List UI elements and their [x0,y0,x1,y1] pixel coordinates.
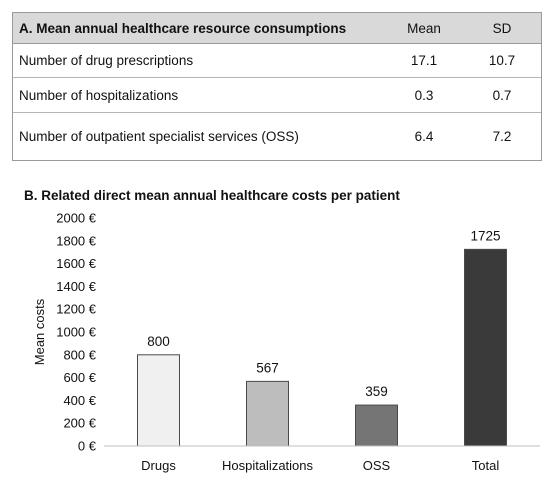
bar-drugs [137,354,180,447]
x-tick-label: Hospitalizations [222,458,314,473]
y-tick-label: 800 € [63,347,96,362]
row-label: Number of outpatient specialist services… [19,129,299,144]
row-sd: 0.7 [463,77,541,113]
bar-hospitalizations [246,380,289,447]
table-header-row: A. Mean annual healthcare resource consu… [13,13,541,44]
x-tick-label: Drugs [141,458,176,473]
y-tick-label: 1600 € [56,256,97,271]
table-row: Number of hospitalizations 0.3 0.7 [13,77,541,113]
row-mean: 17.1 [385,43,463,78]
data-label: 1725 [470,228,500,243]
chart-title: B. Related direct mean annual healthcare… [24,188,400,203]
row-sd: 7.2 [492,129,512,144]
y-axis-label: Mean costs [32,298,47,365]
x-tick-label: Total [472,458,500,473]
data-label: 359 [365,384,388,399]
y-tick-label: 0 € [78,439,97,454]
y-tick-label: 1400 € [56,279,97,294]
table-row: Number of drug prescriptions 17.1 10.7 [13,43,541,78]
row-mean: 0.3 [385,77,463,113]
row-mean: 6.4 [414,129,434,144]
data-label: 800 [147,334,170,349]
row-sd: 10.7 [463,43,541,78]
y-tick-label: 2000 € [56,211,97,226]
resource-table: A. Mean annual healthcare resource consu… [12,12,542,161]
y-tick-label: 1800 € [56,233,97,248]
y-tick-label: 200 € [63,416,96,431]
table-row: Number of outpatient specialist services… [13,113,541,161]
table-title: A. Mean annual healthcare resource consu… [13,13,385,44]
col-header-mean: Mean [385,13,463,44]
y-tick-label: 600 € [63,370,96,385]
resource-table-grid: A. Mean annual healthcare resource consu… [13,13,541,160]
row-label: Number of hospitalizations [13,77,385,113]
row-label: Number of drug prescriptions [13,43,385,78]
bar-oss [355,404,398,447]
col-header-sd: SD [463,13,541,44]
y-tick-label: 1000 € [56,325,97,340]
bar-total [464,248,507,447]
y-tick-label: 400 € [63,393,96,408]
data-label: 567 [256,360,279,375]
y-tick-label: 1200 € [56,302,97,317]
x-tick-label: OSS [363,458,391,473]
